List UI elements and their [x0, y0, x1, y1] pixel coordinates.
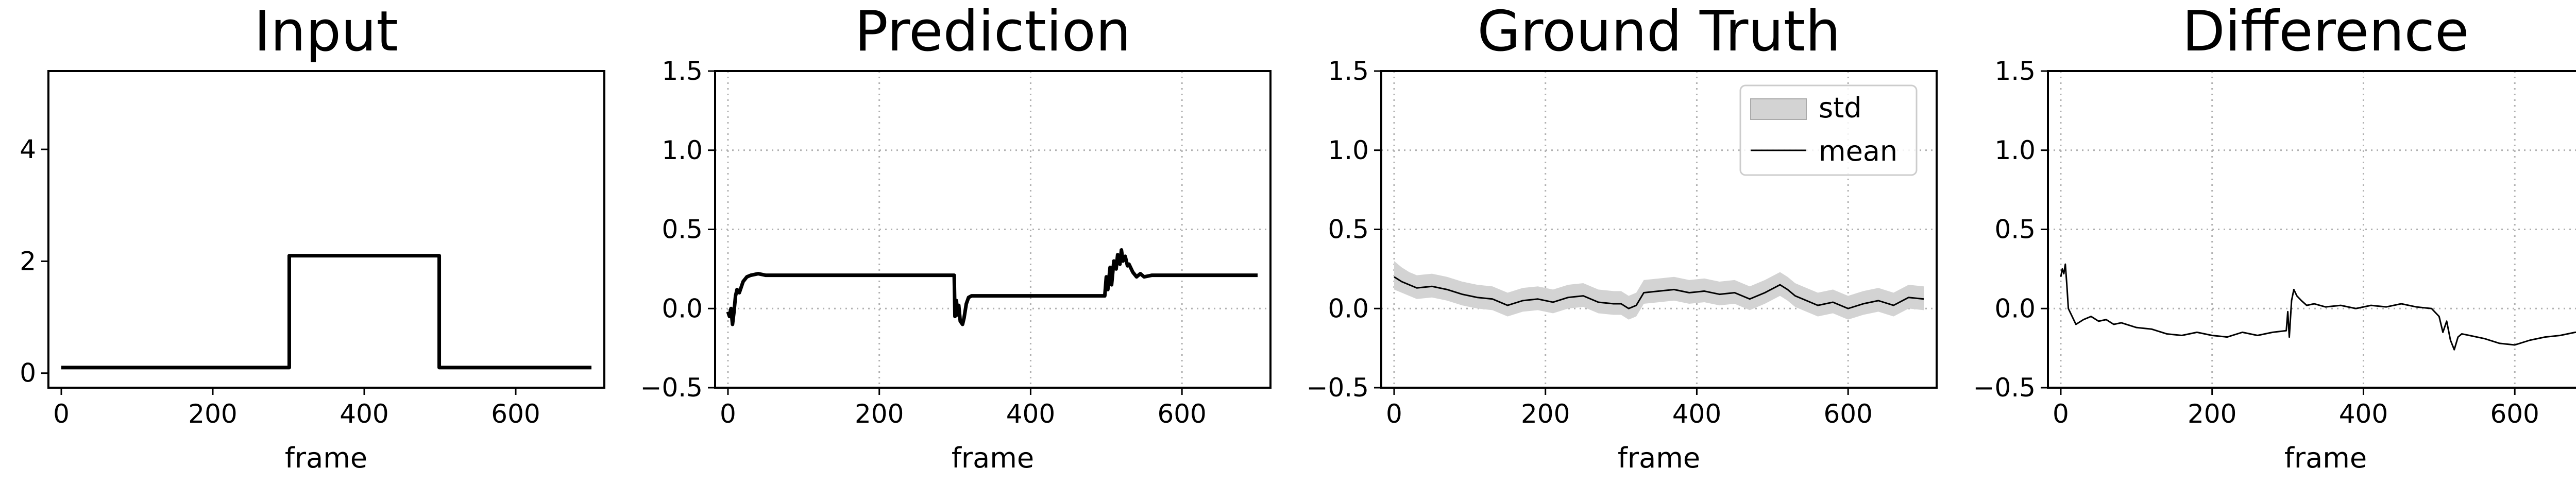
x-axis-label: frame	[285, 442, 367, 474]
y-tick-label: −0.5	[1307, 373, 1369, 403]
x-axis-label: frame	[2284, 442, 2367, 474]
panel-input: Input 0 200 400 600 0 2 4 frame	[20, 0, 605, 474]
series-line	[61, 254, 592, 370]
x-tick-label: 200	[2188, 399, 2236, 429]
y-tick-label: 1.0	[1328, 135, 1369, 165]
legend-std-label: std	[1819, 92, 1862, 124]
panel-difference: Difference 0 200 400 600 −0.5 0.0 0.5 1.0 1.5 fr…	[1973, 0, 2576, 474]
difference-plot-area: 0 200 400 600 −0.5 0.0 0.5 1.0 1.5	[1973, 56, 2576, 429]
legend-std-swatch	[1750, 98, 1807, 120]
input-plot-area: 0 200 400 600 0 2 4	[20, 70, 605, 429]
legend: std mean	[1739, 84, 1918, 176]
y-tick-label: 0.0	[1328, 293, 1369, 323]
x-tick-label: 600	[1823, 399, 1872, 429]
y-tick-label: 0.5	[1328, 215, 1369, 245]
y-tick-label: 1.5	[1994, 56, 2036, 86]
x-tick-label: 200	[1521, 399, 1570, 429]
x-tick-label: 0	[2053, 399, 2069, 429]
x-tick-label: 400	[1672, 399, 1721, 429]
series-line	[726, 248, 1258, 326]
plot-frame	[47, 70, 605, 389]
x-tick-label: 600	[491, 399, 540, 429]
y-tick-label: 0.5	[662, 215, 703, 245]
y-tick-label: −0.5	[1973, 373, 2036, 403]
x-tick-label: 0	[720, 399, 736, 429]
y-tick-label: 0.0	[1994, 293, 2036, 323]
x-tick-label: 200	[188, 399, 237, 429]
y-tick-label: 4	[20, 134, 36, 164]
panel-title: Prediction	[855, 0, 1131, 64]
panel-prediction: Prediction 0 200 400 600 −0.5 0.0 0.5 1.0 1.5 fr…	[640, 0, 1272, 474]
prediction-plot-area: 0 200 400 600 −0.5 0.0 0.5 1.0 1.5	[640, 56, 1272, 429]
y-tick-label: 1.0	[662, 135, 703, 165]
legend-mean-label: mean	[1819, 135, 1897, 167]
y-tick-label: 0.0	[662, 293, 703, 323]
y-tick-label: 1.5	[662, 56, 703, 86]
x-axis-label: frame	[952, 442, 1034, 474]
mean-line	[1394, 276, 1924, 309]
x-tick-label: 400	[2339, 399, 2388, 429]
x-axis-label: frame	[1618, 442, 1700, 474]
y-tick-label: −0.5	[640, 373, 703, 403]
y-tick-label: 0	[20, 358, 36, 388]
panel-ground-truth: Ground Truth 0 200 400 600−0.50.00.51.01.5 …	[1307, 0, 1938, 474]
x-tick-label: 600	[1157, 399, 1206, 429]
x-tick-label: 600	[2490, 399, 2539, 429]
y-tick-label: 1.5	[1328, 56, 1369, 86]
std-band	[1394, 261, 1924, 320]
x-tick-label: 200	[855, 399, 904, 429]
panel-title: Difference	[2182, 0, 2469, 64]
x-tick-label: 400	[340, 399, 388, 429]
series-line	[2060, 263, 2576, 351]
x-tick-label: 0	[53, 399, 70, 429]
panel-title: Input	[254, 0, 398, 64]
ground-truth-plot-area: 0 200 400 600 −0.5 0.0 0.5 1.0 1.5	[1307, 56, 1938, 429]
x-tick-label: 0	[1386, 399, 1402, 429]
y-tick-label: 1.0	[1994, 135, 2036, 165]
y-tick-label: 0.5	[1994, 215, 2036, 245]
x-tick-label: 400	[1006, 399, 1055, 429]
panel-title: Ground Truth	[1477, 0, 1840, 64]
y-tick-label: 2	[20, 246, 36, 276]
